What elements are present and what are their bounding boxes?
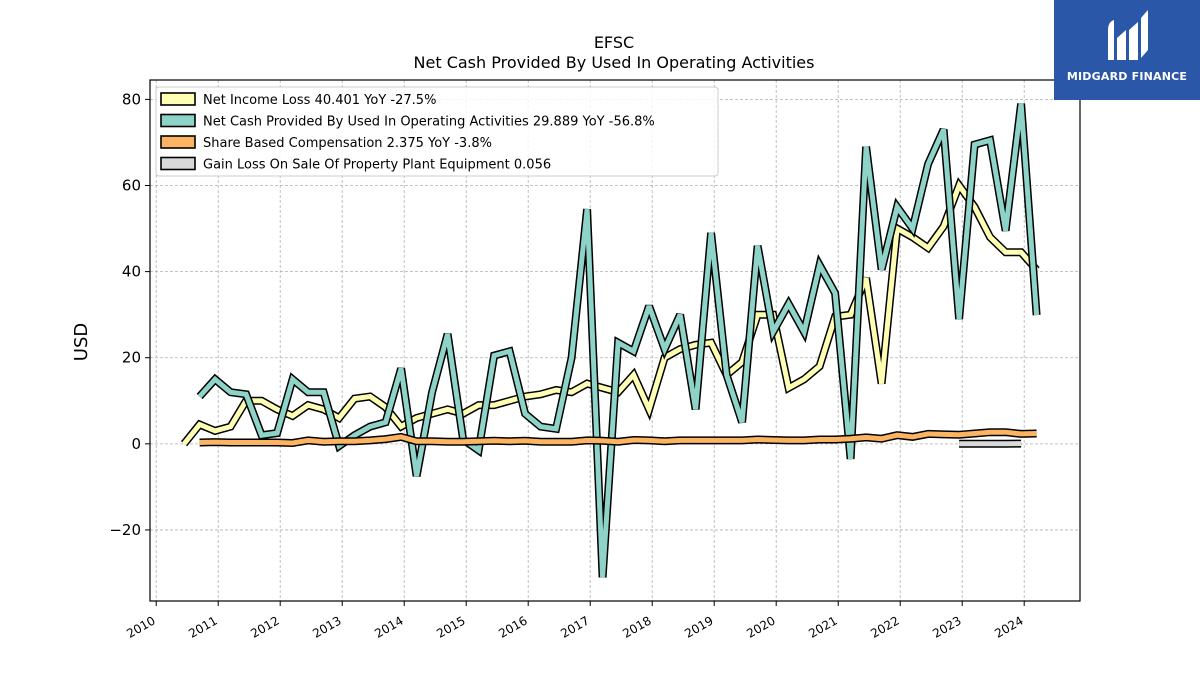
x-tick-label: 2019 — [682, 613, 715, 640]
y-tick-label: 80 — [122, 90, 141, 108]
legend-box — [155, 86, 719, 177]
y-tick-label: 20 — [122, 349, 141, 367]
legend-swatch — [160, 135, 196, 149]
y-tick-label: 60 — [122, 176, 141, 194]
x-tick-label: 2010 — [124, 613, 157, 640]
y-tick-label: 40 — [122, 263, 141, 281]
logo-mark-icon — [1108, 10, 1148, 60]
x-tick-label: 2017 — [558, 613, 591, 640]
x-tick-label: 2018 — [620, 613, 653, 640]
plot-frame — [149, 79, 1081, 602]
x-tick-label: 2011 — [186, 613, 219, 640]
chart-subtitle: Net Cash Provided By Used In Operating A… — [414, 53, 815, 72]
y-tick-label: 0 — [131, 435, 141, 453]
legend-label: Net Cash Provided By Used In Operating A… — [203, 115, 655, 130]
y-tick-label: −20 — [109, 521, 141, 539]
legend-swatch — [160, 92, 196, 106]
midgard-finance-logo: MIDGARD FINANCE — [1054, 0, 1200, 100]
series-2 — [199, 428, 1037, 448]
y-axis: −20 0 20 40 60 80 — [109, 90, 150, 539]
x-axis: 2010 2011 2012 2013 2014 2015 2016 2017 2018 2019… — [124, 601, 1026, 641]
legend: Net Income Loss 40.401 YoY -27.5% Net Cas… — [155, 86, 719, 177]
x-tick-label: 2024 — [992, 613, 1025, 640]
x-tick-label: 2013 — [310, 613, 343, 640]
legend-label: Share Based Compensation 2.375 YoY -3.8% — [203, 136, 492, 151]
x-tick-label: 2023 — [930, 613, 963, 640]
legend-label: Net Income Loss 40.401 YoY -27.5% — [203, 93, 436, 108]
legend-label: Gain Loss On Sale Of Property Plant Equi… — [203, 158, 551, 173]
x-tick-label: 2022 — [868, 613, 901, 640]
x-tick-label: 2014 — [372, 613, 405, 640]
y-axis-label: USD — [71, 323, 92, 361]
x-tick-label: 2015 — [434, 613, 467, 640]
legend-swatch — [160, 113, 196, 128]
x-tick-label: 2012 — [248, 613, 281, 640]
series-1 — [196, 103, 1041, 578]
x-tick-label: 2020 — [744, 613, 777, 640]
legend-swatch — [160, 156, 196, 171]
logo-text: MIDGARD FINANCE — [1066, 70, 1188, 83]
x-tick-label: 2021 — [806, 613, 839, 640]
x-tick-label: 2016 — [496, 613, 529, 640]
series-layer — [180, 103, 1041, 578]
chart-title: EFSC — [594, 33, 634, 52]
